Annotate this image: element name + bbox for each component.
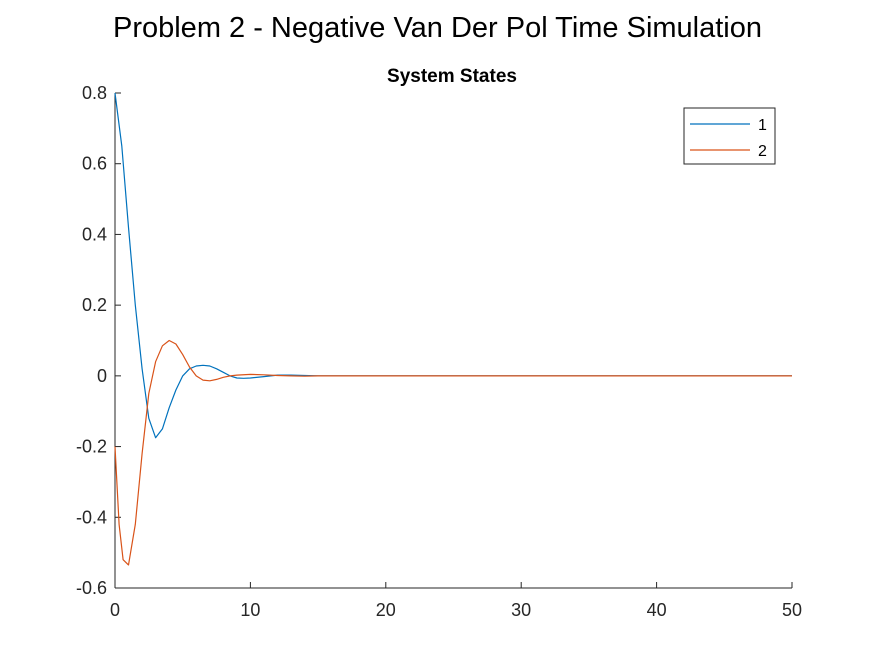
x-tick-label: 40 [647,600,667,620]
x-tick-label: 20 [376,600,396,620]
y-tick-label: 0.6 [82,154,107,174]
legend-label-2: 2 [758,143,767,160]
series-line-2 [114,339,792,566]
series-layer [114,92,792,566]
y-tick-label: 0.4 [82,224,107,244]
y-tick-label: -0.4 [76,507,107,527]
x-tick-label: 0 [110,600,120,620]
y-tick-label: -0.6 [76,578,107,598]
x-tick-label: 50 [782,600,802,620]
y-tick-label: 0.2 [82,295,107,315]
figure-title: Problem 2 - Negative Van Der Pol Time Si… [112,12,763,44]
axes-title: System States [387,66,517,87]
axes-layer: 0 10 20 30 40 50 -0.6 -0.4 -0.2 0 0.2 0.4 0.6 0.8 [76,83,802,620]
y-tick-label: -0.2 [76,437,107,457]
y-tick-label: 0 [97,366,107,386]
legend-box [683,107,776,165]
legend-label-1: 1 [758,117,767,134]
y-tick-label: 0.8 [82,83,107,103]
legend[interactable]: 12 [683,107,776,165]
x-tick-label: 10 [240,600,260,620]
x-tick-label: 30 [511,600,531,620]
